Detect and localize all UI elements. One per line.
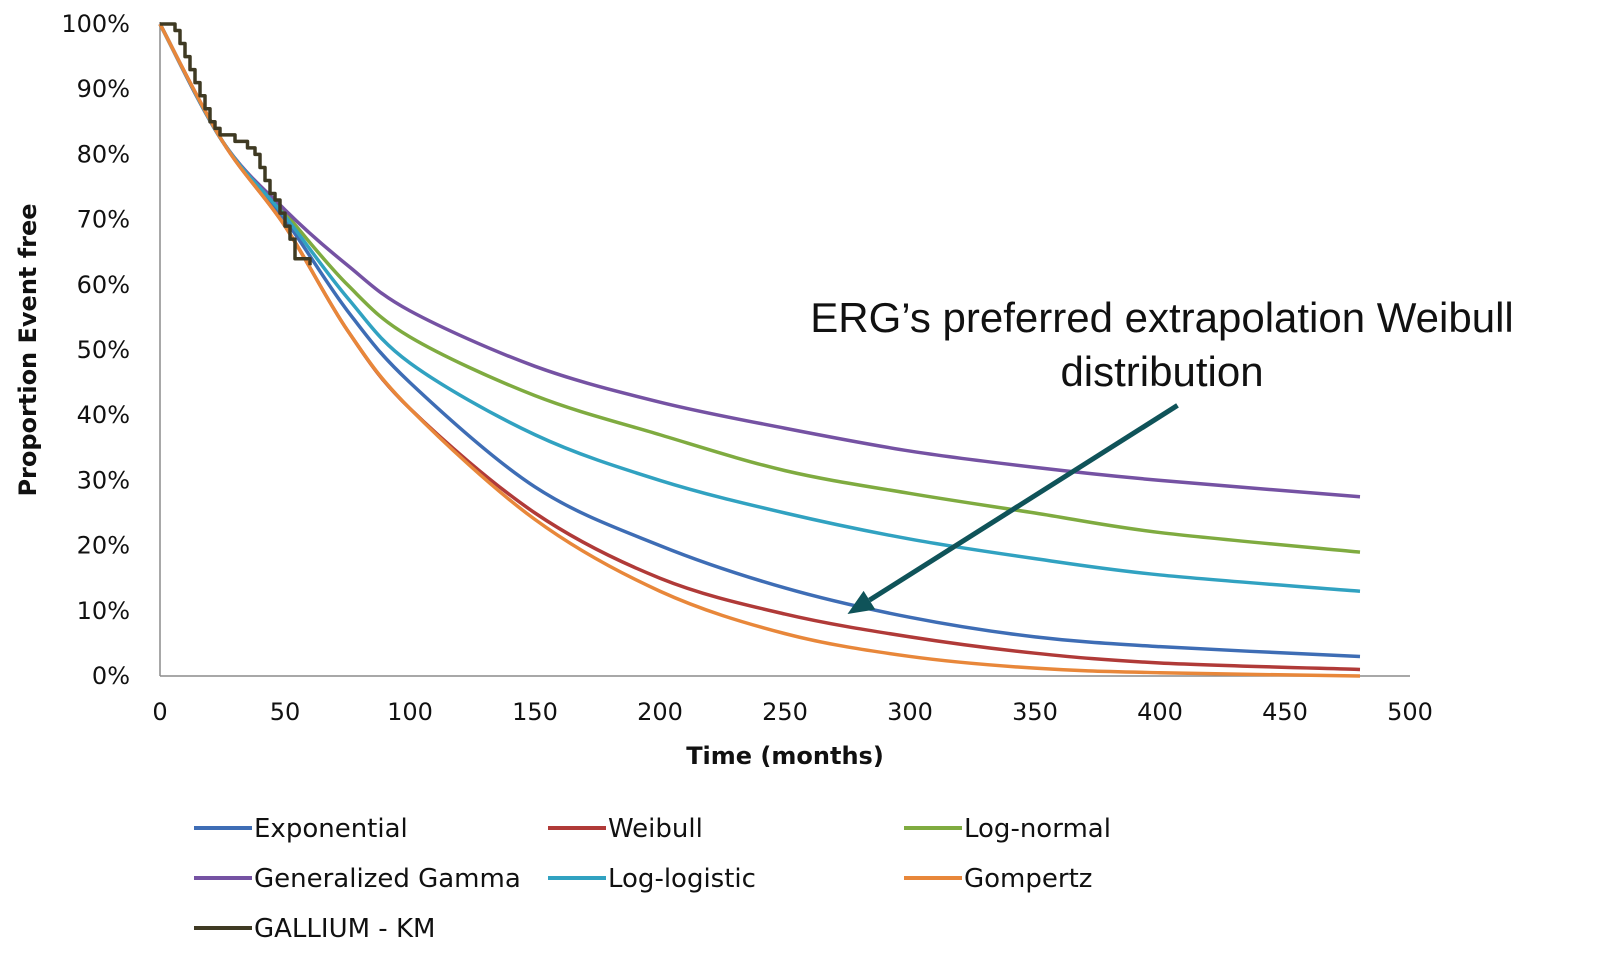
legend-label-log-logistic: Log-logistic — [608, 864, 756, 894]
x-tick-label: 300 — [887, 698, 933, 726]
y-tick-label: 50% — [77, 336, 130, 364]
annotation: ERG’s preferred extrapolation Weibull dis… — [810, 294, 1514, 615]
x-tick-label: 250 — [762, 698, 808, 726]
x-tick-label: 200 — [637, 698, 683, 726]
y-axis-title: Proportion Event free — [14, 203, 42, 496]
x-tick-label: 100 — [387, 698, 433, 726]
x-tick-label: 0 — [152, 698, 167, 726]
y-tick-label: 100% — [61, 10, 130, 38]
axes: 0% 10% 20% 30% 40% 50% 60% 70% 80% 90% 100% 0 50 100 1… — [14, 10, 1433, 770]
series-line-exponential — [158, 23, 1361, 659]
annotation-text: distribution — [1060, 348, 1263, 395]
legend-label-gompertz: Gompertz — [964, 864, 1092, 894]
y-tick-label: 20% — [77, 532, 130, 560]
y-tick-label: 90% — [77, 75, 130, 103]
series-lines — [158, 22, 1361, 678]
x-tick-label: 150 — [512, 698, 558, 726]
legend-label-generalized-gamma: Generalized Gamma — [254, 864, 521, 894]
series-line-gallium-km — [160, 22, 312, 266]
x-tick-label: 350 — [1012, 698, 1058, 726]
x-tick-label: 450 — [1262, 698, 1308, 726]
legend: Exponential Weibull Log-normal Generalized … — [194, 814, 1111, 944]
y-tick-label: 80% — [77, 140, 130, 168]
y-tick-label: 70% — [77, 206, 130, 234]
y-tick-label: 60% — [77, 271, 130, 299]
y-tick-label: 0% — [92, 662, 130, 690]
annotation-text: ERG’s preferred extrapolation Weibull — [810, 294, 1513, 341]
x-tick-label: 400 — [1137, 698, 1183, 726]
legend-label-gallium-km: GALLIUM - KM — [254, 914, 435, 944]
legend-label-log-normal: Log-normal — [964, 814, 1111, 844]
y-tick-label: 10% — [77, 597, 130, 625]
y-tick-label: 40% — [77, 401, 130, 429]
y-tick-label: 30% — [77, 466, 130, 494]
annotation-arrowhead — [847, 590, 876, 615]
x-tick-label: 50 — [270, 698, 301, 726]
series-line-generalized-gamma — [158, 23, 1361, 499]
x-axis-title: Time (months) — [686, 742, 884, 770]
legend-label-exponential: Exponential — [254, 814, 408, 844]
annotation-arrow — [868, 403, 1179, 603]
series-line-weibull — [158, 23, 1361, 672]
legend-label-weibull: Weibull — [608, 814, 703, 844]
x-tick-label: 500 — [1387, 698, 1433, 726]
